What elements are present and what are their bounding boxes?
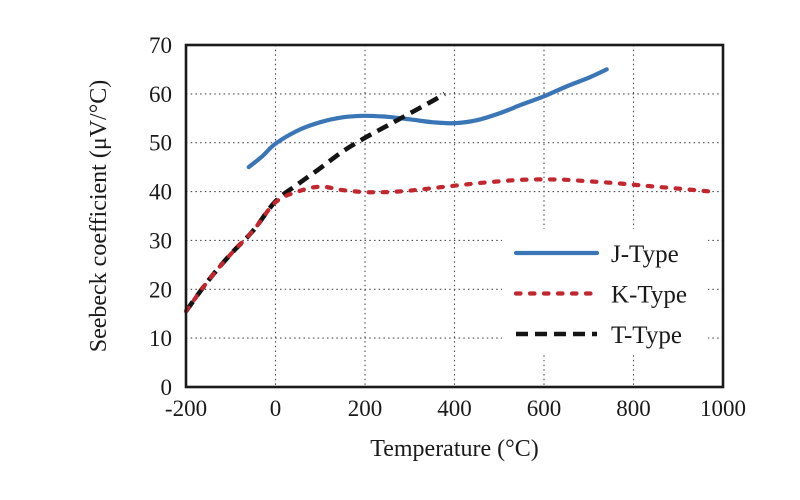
y-tick-label: 10 bbox=[149, 326, 172, 351]
curve-j-type bbox=[246, 67, 609, 170]
y-tick-label: 40 bbox=[149, 180, 172, 205]
x-tick-label: 800 bbox=[616, 396, 651, 421]
y-tick-label: 20 bbox=[149, 277, 172, 302]
x-tick-label: 400 bbox=[437, 396, 472, 421]
y-axis-title: Seebeck coefficient (μV/°C) bbox=[86, 80, 112, 353]
plot-border bbox=[184, 43, 725, 389]
y-tick-label: 0 bbox=[161, 375, 173, 400]
y-tick-label: 50 bbox=[149, 131, 172, 156]
y-tick-label: 70 bbox=[149, 33, 172, 58]
data-series bbox=[183, 67, 719, 314]
y-tick-label: 60 bbox=[149, 82, 172, 107]
x-tick-label: -200 bbox=[165, 396, 207, 421]
x-tick-label: 0 bbox=[270, 396, 282, 421]
y-tick-label: 30 bbox=[149, 228, 172, 253]
legend-label-t-type: T-Type bbox=[611, 322, 682, 349]
x-tick-label: 600 bbox=[527, 396, 562, 421]
legend-label-k-type: K-Type bbox=[611, 282, 687, 309]
x-tick-label: 1000 bbox=[700, 396, 746, 421]
legend-label-j-type: J-Type bbox=[611, 241, 679, 268]
curve-k-type bbox=[183, 177, 719, 314]
x-tick-label: 200 bbox=[348, 396, 383, 421]
curve-t-type bbox=[184, 91, 446, 313]
x-axis-title: Temperature (°C) bbox=[370, 436, 539, 462]
legend: J-Type K-Type T-Type bbox=[513, 241, 687, 349]
